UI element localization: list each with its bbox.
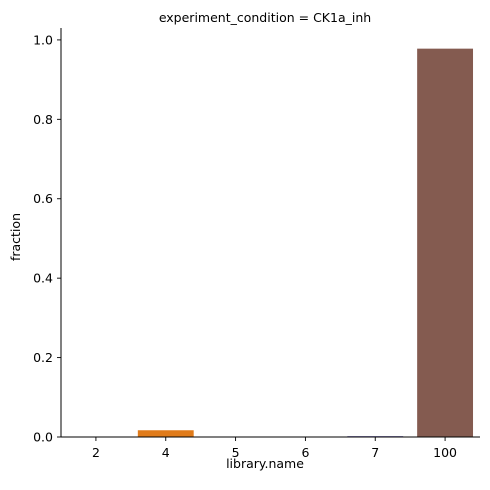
x-tick-label-7: 7 (371, 445, 379, 460)
bar-4 (137, 430, 194, 437)
y-tick-label-0.2: 0.2 (33, 350, 53, 365)
x-axis-label: library.name (226, 456, 304, 471)
y-tick-label-0.8: 0.8 (33, 112, 53, 127)
x-axis: 2 4 5 6 7 100 (61, 436, 480, 460)
y-tick-label-0.6: 0.6 (33, 191, 53, 206)
x-tick-label-4: 4 (162, 445, 170, 460)
x-tick-label-5: 5 (232, 445, 240, 460)
y-tick-label-0.0: 0.0 (33, 430, 53, 445)
chart-title: experiment_condition = CK1a_inh (159, 10, 371, 25)
x-tick-label-2: 2 (92, 445, 100, 460)
x-tick-label-100: 100 (433, 445, 457, 460)
y-axis-label: fraction (8, 213, 23, 261)
y-tick-label-1.0: 1.0 (33, 32, 53, 47)
y-tick-label-0.4: 0.4 (33, 271, 53, 286)
x-tick-label-6: 6 (301, 445, 309, 460)
y-axis: 0.0 0.2 0.4 0.6 0.8 1.0 (33, 28, 62, 445)
bars-group (137, 48, 474, 438)
bar-100 (417, 48, 474, 438)
